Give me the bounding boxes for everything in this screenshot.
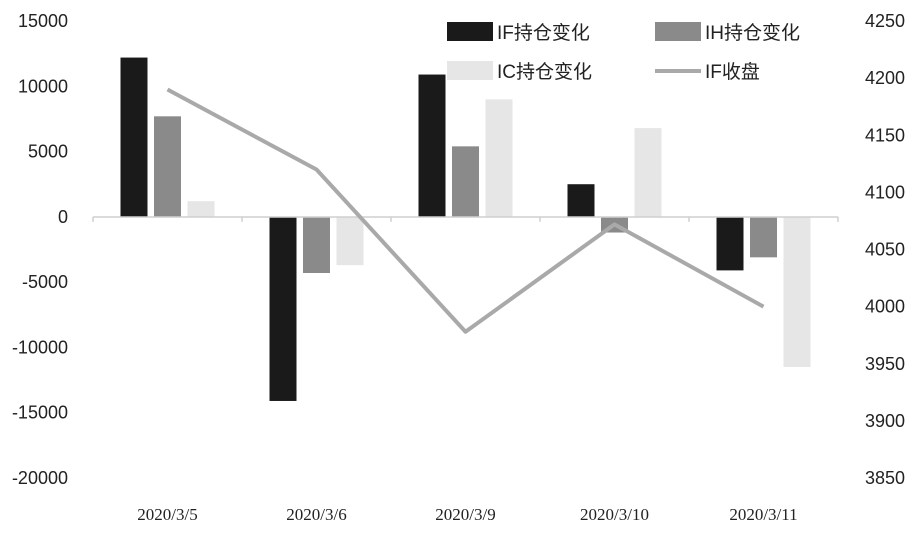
legend-label: IC持仓变化 (497, 61, 592, 83)
legend-label: IF持仓变化 (497, 22, 590, 44)
bar-IH持仓变化-2020/3/9 (452, 146, 479, 217)
line-IF收盘 (166, 87, 765, 334)
legend: IF持仓变化 IH持仓变化 IC持仓变化 IF收盘 (447, 22, 800, 83)
legend-swatch (655, 22, 701, 41)
category-labels: 2020/3/5 2020/3/6 2020/3/9 2020/3/10 2020/3/… (137, 505, 797, 524)
legend-swatch (447, 22, 493, 41)
right-axis-tick-label: 3900 (865, 411, 905, 431)
x-axis-category-label: 2020/3/11 (729, 505, 797, 524)
x-axis-category-label: 2020/3/9 (435, 505, 495, 524)
left-axis-ticks: 15000 10000 5000 0 -5000 -10000 -15000 -20000 (12, 11, 68, 488)
right-axis-tick-label: 3950 (865, 354, 905, 374)
bar-IC持仓变化-2020/3/9 (485, 99, 513, 217)
x-axis-category-label: 2020/3/5 (137, 505, 197, 524)
bar-IF持仓变化-2020/3/5 (120, 57, 148, 217)
right-axis-tick-label: 4200 (865, 68, 905, 88)
bar-IF持仓变化-2020/3/6 (269, 216, 297, 401)
right-axis-ticks: 4250 4200 4150 4100 4050 4000 3950 3900 3850 (865, 11, 905, 488)
bar-IF持仓变化-2020/3/10 (567, 184, 595, 217)
left-axis-tick-label: 15000 (18, 11, 68, 31)
bar-IH持仓变化-2020/3/6 (303, 216, 330, 274)
bar-IC持仓变化-2020/3/5 (187, 201, 215, 217)
left-axis-tick-label: -15000 (12, 403, 68, 423)
bar-IC持仓变化-2020/3/10 (634, 128, 662, 217)
left-axis-tick-label: -10000 (12, 337, 68, 357)
legend-label: IH持仓变化 (705, 22, 800, 44)
right-axis-tick-label: 4100 (865, 182, 905, 202)
x-axis-tick-marks (92, 216, 839, 222)
bar-IF持仓变化-2020/3/11 (716, 216, 744, 271)
right-axis-tick-label: 4250 (865, 11, 905, 31)
right-axis-tick-label: 3850 (865, 468, 905, 488)
right-axis-tick-label: 4150 (865, 125, 905, 145)
bar-IF持仓变化-2020/3/9 (418, 74, 446, 217)
line-marks (166, 87, 765, 334)
x-axis-category-label: 2020/3/10 (580, 505, 649, 524)
left-axis-tick-label: 0 (58, 207, 68, 227)
bar-IC持仓变化-2020/3/6 (336, 216, 364, 266)
left-axis-tick-label: 10000 (18, 76, 68, 96)
bar-IC持仓变化-2020/3/11 (783, 216, 811, 368)
right-axis-tick-label: 4000 (865, 297, 905, 317)
legend-label: IF收盘 (705, 61, 760, 83)
left-axis-tick-label: -5000 (22, 272, 68, 292)
left-axis-tick-label: 5000 (28, 142, 68, 162)
left-axis-tick-label: -20000 (12, 468, 68, 488)
bar-marks (120, 57, 811, 401)
bar-IH持仓变化-2020/3/11 (750, 216, 777, 258)
right-axis-tick-label: 4050 (865, 240, 905, 260)
x-axis-category-label: 2020/3/6 (286, 505, 346, 524)
bar-IH持仓变化-2020/3/5 (154, 116, 181, 217)
legend-swatch (447, 61, 493, 80)
